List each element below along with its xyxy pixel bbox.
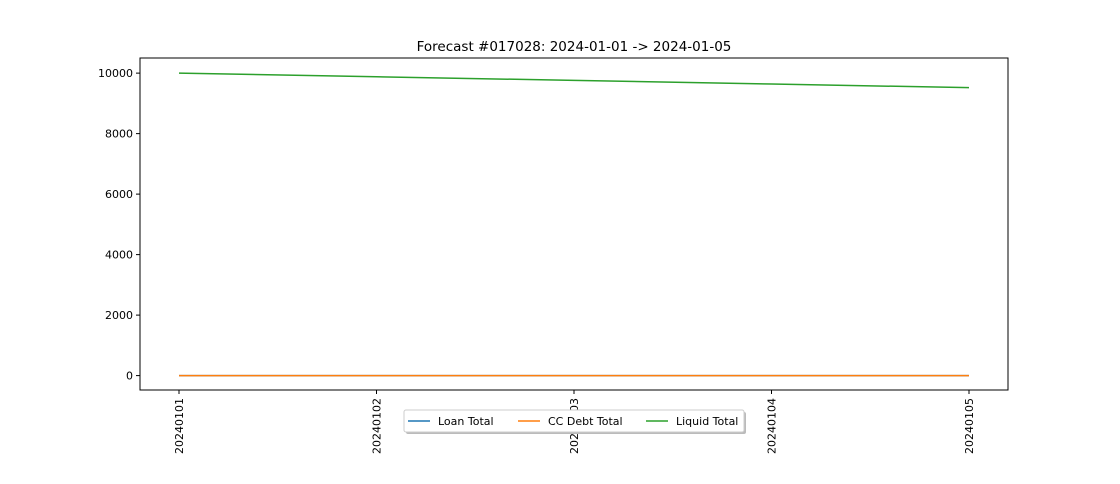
y-tick-label: 2000 bbox=[105, 309, 133, 322]
y-axis: 0 2000 4000 6000 8000 10000 bbox=[98, 67, 140, 383]
plot-frame bbox=[139, 57, 1009, 391]
y-tick-label: 8000 bbox=[105, 128, 133, 141]
y-tick-label: 6000 bbox=[105, 188, 133, 201]
y-tick-label: 4000 bbox=[105, 249, 133, 262]
legend-label: Liquid Total bbox=[676, 415, 738, 428]
x-tick-label: 20240105 bbox=[963, 398, 976, 454]
chart-title: Forecast #017028: 2024-01-01 -> 2024-01-… bbox=[417, 39, 732, 55]
legend-box bbox=[403, 409, 745, 433]
series-lines bbox=[178, 72, 970, 377]
legend-label: CC Debt Total bbox=[548, 415, 623, 428]
y-tick-label: 0 bbox=[126, 370, 133, 383]
y-tick-label: 10000 bbox=[98, 67, 133, 80]
x-tick-label: 20240102 bbox=[371, 398, 384, 454]
x-tick-label: 20240104 bbox=[766, 398, 779, 454]
x-tick-label: 20240101 bbox=[173, 398, 186, 454]
series-line-liquid-total bbox=[178, 72, 970, 89]
legend-label: Loan Total bbox=[438, 415, 494, 428]
legend: Loan Total CC Debt Total Liquid Total bbox=[403, 409, 746, 434]
